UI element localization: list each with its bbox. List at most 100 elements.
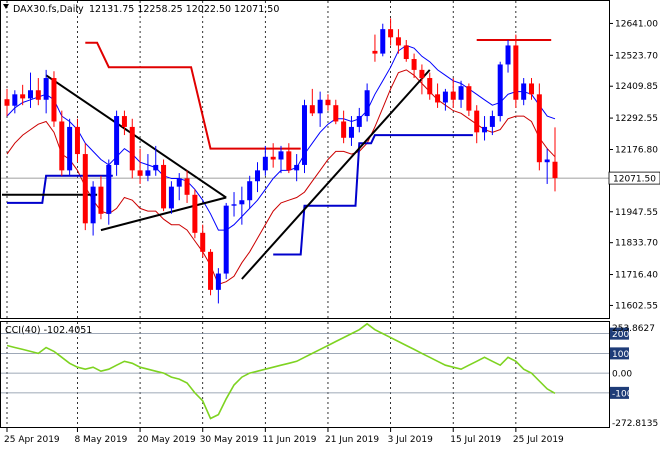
candle-body xyxy=(184,178,190,195)
candle-body xyxy=(35,90,41,100)
cci-level-label: 100 xyxy=(612,350,629,360)
candle-body xyxy=(435,94,441,103)
date-tick-label: 21 Jun 2019 xyxy=(325,435,379,445)
date-tick-label: 3 Jul 2019 xyxy=(388,435,433,445)
candle-body xyxy=(121,116,127,127)
cci-scale-max: 253.8627 xyxy=(612,324,655,334)
candle-body xyxy=(552,161,558,179)
candle-body xyxy=(74,126,80,155)
candle-body xyxy=(411,59,417,70)
cci-level-badge xyxy=(610,386,629,399)
candle-body xyxy=(145,170,151,176)
symbol-label: DAX30.fs,Daily xyxy=(13,4,84,15)
trendline xyxy=(45,74,227,199)
candle-body xyxy=(403,45,409,60)
cci-axis: 200 100 0.00 -100 253.8627 -272.8135 xyxy=(610,324,658,429)
cci-level-label: -100 xyxy=(612,389,633,399)
date-tick-label: 30 May 2019 xyxy=(200,435,259,445)
candle-body xyxy=(372,50,378,54)
date-tick-label: 11 Jun 2019 xyxy=(262,435,316,445)
candle-body xyxy=(59,121,65,171)
current-price-label: 12071.50 xyxy=(613,175,656,185)
candle-body xyxy=(153,164,159,171)
candle-body xyxy=(200,232,206,252)
candle-body xyxy=(286,151,292,171)
candle-body xyxy=(67,126,73,171)
price-tick-label: 11716.40 xyxy=(615,271,658,281)
candle-body xyxy=(294,164,300,171)
bollinger-lower-line xyxy=(6,69,556,286)
price-tick-label: 12641.00 xyxy=(615,19,658,29)
date-tick-label: 8 May 2019 xyxy=(74,435,127,445)
candle-body xyxy=(98,186,104,214)
candle-body xyxy=(255,170,261,182)
candle-body xyxy=(43,78,49,100)
cci-level-label: 0.00 xyxy=(612,370,632,380)
price-tick-label: 12176.80 xyxy=(615,146,658,156)
trendline xyxy=(100,196,227,232)
candle-body xyxy=(20,94,26,99)
upper-channel-line xyxy=(85,41,301,150)
candlesticks xyxy=(4,18,558,304)
cci-indicator xyxy=(1,322,609,420)
candle-body xyxy=(278,151,284,160)
candle-body xyxy=(215,273,221,290)
cci-label: CCI(40) -102.4051 xyxy=(5,325,92,336)
price-indicators xyxy=(2,39,556,286)
candle-body xyxy=(450,91,456,100)
gridlines xyxy=(1,1,609,427)
candle-body xyxy=(348,126,354,138)
candle-body xyxy=(223,205,229,274)
candle-body xyxy=(4,99,10,106)
date-tick-label: 25 Jul 2019 xyxy=(513,435,564,445)
price-tick-label: 12292.55 xyxy=(615,114,658,124)
collapse-triangle-icon[interactable] xyxy=(3,4,9,9)
candle-body xyxy=(333,105,339,122)
candle-body xyxy=(364,90,370,117)
cci-level-badge xyxy=(610,347,629,360)
candle-body xyxy=(12,94,18,106)
candle-body xyxy=(497,64,503,117)
candle-body xyxy=(239,200,245,205)
candle-body xyxy=(325,99,331,106)
candle-body xyxy=(129,126,135,171)
candle-body xyxy=(301,105,307,165)
candle-body xyxy=(489,116,495,127)
candle-body xyxy=(529,83,535,95)
candle-body xyxy=(317,99,323,114)
candle-body xyxy=(106,164,112,214)
candle-body xyxy=(270,156,276,160)
price-tick-label: 12523.70 xyxy=(615,51,658,61)
candle-body xyxy=(388,29,394,38)
candle-body xyxy=(208,251,214,290)
lower-channel-line xyxy=(7,174,113,204)
date-tick-label: 25 Apr 2019 xyxy=(4,435,60,445)
candle-body xyxy=(176,178,182,187)
trendline xyxy=(241,69,431,280)
candle-body xyxy=(356,116,362,127)
candle-body xyxy=(27,90,33,99)
candle-body xyxy=(395,37,401,46)
candle-body xyxy=(114,116,120,165)
price-tick-label: 12409.85 xyxy=(615,82,658,92)
cci-line xyxy=(6,322,556,420)
candle-body xyxy=(482,126,488,133)
candle-body xyxy=(466,86,472,111)
candle-body xyxy=(309,105,315,114)
price-tick-label: 11833.70 xyxy=(615,239,658,249)
candle-body xyxy=(419,69,425,79)
cci-level-label: 200 xyxy=(612,330,629,340)
candle-body xyxy=(442,91,448,103)
candle-body xyxy=(247,181,253,201)
candle-body xyxy=(137,170,143,176)
candle-body xyxy=(82,154,88,224)
candle-body xyxy=(544,159,550,163)
candle-body xyxy=(90,186,96,224)
current-price-badge xyxy=(608,171,660,185)
ohlc-values: 12131.75 12258.25 12022.50 12071.50 xyxy=(89,4,279,15)
candle-body xyxy=(262,156,268,171)
candle-body xyxy=(521,83,527,100)
price-axis: 12641.00 12523.70 12409.85 12292.55 12176.80… xyxy=(608,19,660,311)
date-tick-label: 15 Jul 2019 xyxy=(450,435,501,445)
